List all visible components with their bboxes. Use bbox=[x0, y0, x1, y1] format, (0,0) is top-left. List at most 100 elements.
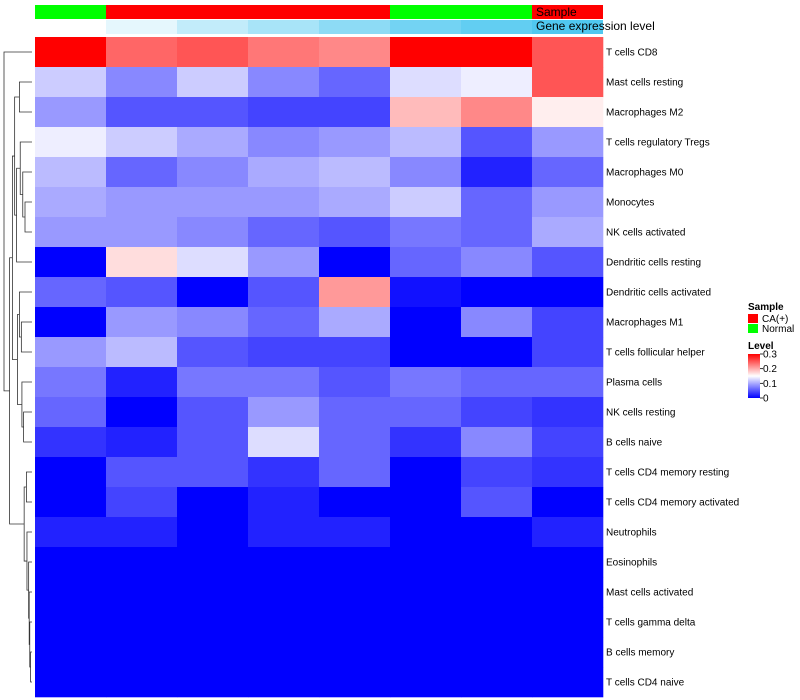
heatmap-cell bbox=[177, 37, 249, 68]
legend-level-colorbar bbox=[748, 354, 760, 398]
heatmap-cell bbox=[532, 187, 604, 218]
heatmap-cell bbox=[248, 517, 320, 548]
heatmap-cell bbox=[106, 67, 178, 98]
heatmap-cell bbox=[35, 127, 107, 158]
heatmap-cell bbox=[319, 157, 391, 188]
heatmap-cell bbox=[106, 127, 178, 158]
sample-annotation-cell bbox=[177, 5, 248, 19]
heatmap-cell bbox=[319, 577, 391, 608]
heatmap-cell bbox=[532, 367, 604, 398]
row-dendrogram bbox=[3, 51, 32, 683]
heatmap-cell bbox=[177, 247, 249, 278]
heatmap-cell bbox=[35, 307, 107, 338]
gene-expression-annotation-cell bbox=[319, 20, 390, 34]
heatmap-cell bbox=[532, 547, 604, 578]
heatmap-cell bbox=[177, 337, 249, 368]
heatmap-cell bbox=[319, 337, 391, 368]
heatmap-cell bbox=[35, 427, 107, 458]
gene-expression-annotation-cell bbox=[532, 20, 603, 34]
heatmap-cell bbox=[532, 337, 604, 368]
heatmap-cell bbox=[390, 607, 462, 638]
heatmap-cell bbox=[319, 187, 391, 218]
heatmap-cell bbox=[177, 517, 249, 548]
heatmap-cell bbox=[390, 487, 462, 518]
heatmap-cell bbox=[461, 397, 533, 428]
dendrogram-branch bbox=[20, 321, 32, 353]
heatmap-cell bbox=[532, 307, 604, 338]
sample-annotation-cell bbox=[35, 5, 106, 19]
heatmap-cell bbox=[248, 577, 320, 608]
heatmap-cell bbox=[461, 577, 533, 608]
legend-swatch bbox=[748, 314, 758, 323]
heatmap-cell bbox=[248, 607, 320, 638]
heatmap-cell bbox=[319, 127, 391, 158]
heatmap-cell bbox=[461, 157, 533, 188]
heatmap-cell bbox=[248, 337, 320, 368]
heatmap-cell bbox=[106, 667, 178, 698]
heatmap-cell bbox=[461, 217, 533, 248]
heatmap-cell bbox=[248, 367, 320, 398]
heatmap-cell bbox=[35, 157, 107, 188]
annotation-label-sample: Sample bbox=[536, 5, 577, 19]
heatmap-cell bbox=[106, 157, 178, 188]
heatmap-cell bbox=[248, 217, 320, 248]
row-label: B cells memory bbox=[606, 648, 674, 659]
heatmap-cell bbox=[248, 157, 320, 188]
column-annotations bbox=[35, 5, 603, 34]
heatmap-cell bbox=[177, 67, 249, 98]
heatmap-cell bbox=[319, 67, 391, 98]
heatmap-cell bbox=[532, 517, 604, 548]
heatmap-cell bbox=[461, 337, 533, 368]
heatmap-cell bbox=[177, 217, 249, 248]
legend-tick-label: 0 bbox=[763, 394, 769, 405]
sample-annotation-cell bbox=[532, 5, 603, 19]
heatmap-cell bbox=[106, 607, 178, 638]
heatmap-cell bbox=[106, 397, 178, 428]
heatmap-cell bbox=[319, 637, 391, 668]
heatmap-cell bbox=[35, 607, 107, 638]
heatmap-cell bbox=[35, 517, 107, 548]
heatmap-cell bbox=[177, 187, 249, 218]
heatmap-cell bbox=[319, 457, 391, 488]
heatmap-cell bbox=[248, 97, 320, 128]
row-label: T cells regulatory Tregs bbox=[606, 138, 710, 149]
annotation-label-gene-expression: Gene expression level bbox=[536, 19, 655, 33]
gene-expression-annotation-cell bbox=[461, 20, 532, 34]
sample-annotation-cell bbox=[461, 5, 532, 19]
row-label: Mast cells activated bbox=[606, 588, 693, 599]
dendrogram-branch bbox=[3, 51, 32, 392]
heatmap-cell bbox=[248, 427, 320, 458]
sample-annotation-cell bbox=[106, 5, 177, 19]
heatmap-cell bbox=[390, 37, 462, 68]
row-label: NK cells activated bbox=[606, 228, 685, 239]
heatmap-cell bbox=[390, 517, 462, 548]
heatmap-cell bbox=[177, 637, 249, 668]
heatmap-cell bbox=[35, 97, 107, 128]
heatmap-cell bbox=[319, 367, 391, 398]
row-label: Plasma cells bbox=[606, 378, 662, 389]
dendrogram-branch bbox=[22, 171, 32, 218]
row-label: T cells follicular helper bbox=[606, 348, 705, 359]
heatmap-cell bbox=[319, 247, 391, 278]
heatmap-cell bbox=[35, 457, 107, 488]
heatmap-cell bbox=[35, 637, 107, 668]
row-label: Macrophages M0 bbox=[606, 168, 684, 179]
heatmap-cell bbox=[532, 667, 604, 698]
heatmap-cell bbox=[390, 577, 462, 608]
heatmap-cell bbox=[248, 457, 320, 488]
heatmap-cell bbox=[35, 487, 107, 518]
heatmap-cell bbox=[106, 97, 178, 128]
heatmap-cell bbox=[319, 487, 391, 518]
heatmap-cell bbox=[106, 307, 178, 338]
dendrogram-branch bbox=[26, 471, 32, 503]
row-label: T cells gamma delta bbox=[606, 618, 696, 629]
heatmap-cell bbox=[390, 307, 462, 338]
heatmap-cell bbox=[106, 577, 178, 608]
heatmap-cell bbox=[319, 547, 391, 578]
heatmap-cell bbox=[461, 247, 533, 278]
heatmap-cell bbox=[177, 547, 249, 578]
legend-label: Normal bbox=[762, 324, 794, 335]
row-label: T cells CD4 memory resting bbox=[606, 468, 729, 479]
heatmap-cell bbox=[35, 277, 107, 308]
heatmap-cell bbox=[461, 127, 533, 158]
